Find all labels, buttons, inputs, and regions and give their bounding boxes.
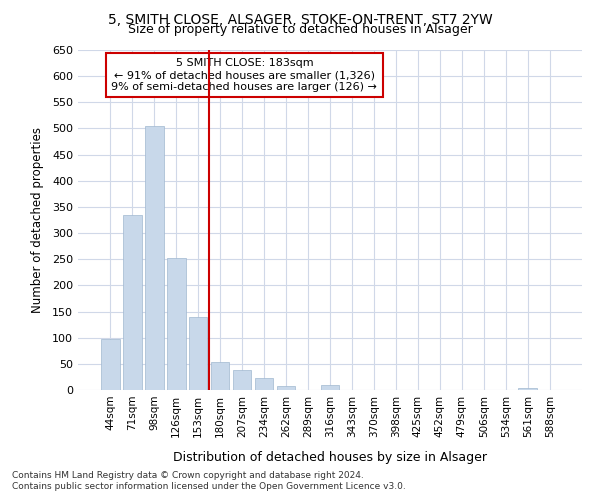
- Bar: [233, 370, 251, 390]
- Bar: [320, 385, 340, 390]
- Bar: [101, 340, 119, 390]
- Bar: [211, 362, 229, 390]
- Bar: [189, 317, 208, 390]
- X-axis label: Distribution of detached houses by size in Alsager: Distribution of detached houses by size …: [173, 451, 487, 464]
- Text: Size of property relative to detached houses in Alsager: Size of property relative to detached ho…: [128, 24, 472, 36]
- Bar: [518, 388, 537, 390]
- Bar: [255, 378, 274, 390]
- Bar: [277, 386, 295, 390]
- Text: 5, SMITH CLOSE, ALSAGER, STOKE-ON-TRENT, ST7 2YW: 5, SMITH CLOSE, ALSAGER, STOKE-ON-TRENT,…: [107, 12, 493, 26]
- Text: 5 SMITH CLOSE: 183sqm
← 91% of detached houses are smaller (1,326)
9% of semi-de: 5 SMITH CLOSE: 183sqm ← 91% of detached …: [112, 58, 377, 92]
- Bar: [123, 215, 142, 390]
- Y-axis label: Number of detached properties: Number of detached properties: [31, 127, 44, 313]
- Text: Contains public sector information licensed under the Open Government Licence v3: Contains public sector information licen…: [12, 482, 406, 491]
- Text: Contains HM Land Registry data © Crown copyright and database right 2024.: Contains HM Land Registry data © Crown c…: [12, 471, 364, 480]
- Bar: [145, 126, 164, 390]
- Bar: [167, 258, 185, 390]
